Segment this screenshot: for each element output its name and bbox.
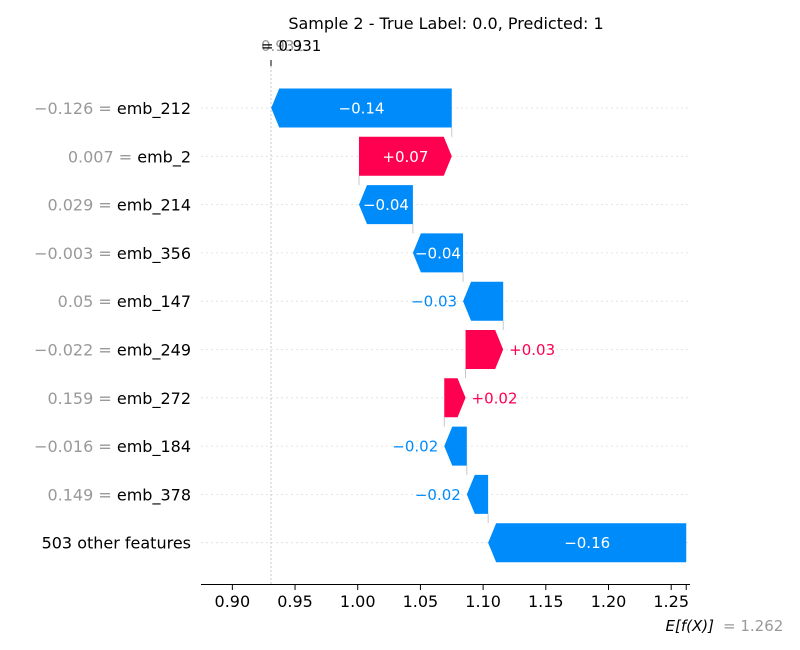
feature-label: −0.003 = emb_356 [34, 244, 191, 264]
positive-bar [358, 136, 452, 176]
negative-bar [466, 474, 489, 514]
feature-label: 0.007 = emb_2 [68, 147, 191, 167]
x-tick-label: 1.15 [528, 592, 564, 611]
x-tick-label: 1.05 [403, 592, 439, 611]
fx-value: = 0.931 [261, 37, 321, 55]
negative-bar [412, 233, 464, 273]
bar-value-label: −0.03 [411, 293, 457, 311]
waterfall-bars: −0.14 +0.07 −0.04 −0.04 −0.03 +0.03 +0.02 −0.02… [271, 88, 687, 563]
fx-overlap-text: 0.931 [261, 37, 304, 55]
feature-label: 0.149 = emb_378 [47, 485, 191, 505]
feature-name: emb_2 [137, 147, 191, 167]
expected-value-label: E[f(X)] [666, 617, 715, 635]
negative-bar [271, 88, 452, 128]
bar-value-label: +0.02 [472, 389, 518, 407]
expected-value: = 1.262 [723, 617, 783, 635]
feature-value: 0.029 = [47, 196, 116, 215]
feature-name: emb_147 [117, 292, 191, 312]
feature-label: −0.126 = emb_212 [34, 99, 191, 119]
feature-name: emb_272 [117, 389, 191, 409]
feature-value: 0.007 = [68, 147, 137, 166]
feature-label: 0.159 = emb_272 [47, 389, 191, 409]
positive-bar [465, 330, 504, 369]
feature-name: emb_184 [117, 437, 191, 457]
negative-bar [488, 523, 687, 563]
feature-name: 503 other features [42, 534, 191, 553]
chart-title: Sample 2 - True Label: 0.0, Predicted: 1 [288, 14, 603, 33]
positive-bar [444, 378, 466, 418]
bar-value-label: −0.02 [392, 438, 438, 456]
feature-name: emb_378 [117, 485, 191, 505]
feature-value: −0.016 = [34, 437, 117, 456]
feature-name: emb_214 [117, 196, 191, 216]
x-tick-label: 1.20 [591, 592, 627, 611]
x-tick-label: 1.25 [653, 592, 689, 611]
negative-bar [463, 281, 504, 321]
x-tick-label: 0.90 [215, 592, 251, 611]
feature-label: 503 other features [42, 534, 191, 553]
bar-value-label: −0.02 [415, 486, 461, 504]
feature-name: emb_212 [117, 99, 191, 119]
x-axis-ticks: 0.90 0.95 1.00 1.05 1.10 1.15 1.20 1.25 [215, 584, 689, 611]
bar-value-label: −0.04 [415, 244, 461, 262]
x-tick-label: 0.95 [277, 592, 313, 611]
bar-value-label: +0.03 [509, 341, 555, 359]
feature-name: emb_249 [117, 341, 191, 361]
feature-value: 0.05 = [58, 292, 117, 311]
feature-label: 0.05 = emb_147 [58, 292, 191, 312]
feature-label: −0.022 = emb_249 [34, 341, 191, 361]
feature-label: 0.029 = emb_214 [47, 196, 191, 216]
x-tick-label: 1.10 [465, 592, 501, 611]
feature-label: −0.016 = emb_184 [34, 437, 191, 457]
bar-value-label: +0.07 [382, 148, 428, 166]
bar-value-label: −0.04 [363, 196, 409, 214]
x-tick-label: 1.00 [340, 592, 376, 611]
feature-name: emb_356 [117, 244, 191, 264]
feature-value: 0.159 = [47, 389, 116, 408]
feature-value: −0.003 = [34, 244, 117, 263]
negative-bar [358, 185, 413, 225]
feature-value: −0.022 = [34, 341, 117, 360]
bar-value-label: −0.14 [339, 100, 385, 118]
feature-value: 0.149 = [47, 485, 116, 504]
negative-bar [444, 426, 467, 466]
feature-value: −0.126 = [34, 99, 117, 118]
bar-value-label: −0.16 [564, 534, 610, 552]
feature-rows: −0.126 = emb_212 0.007 = emb_2 0.029 = emb… [34, 99, 690, 553]
